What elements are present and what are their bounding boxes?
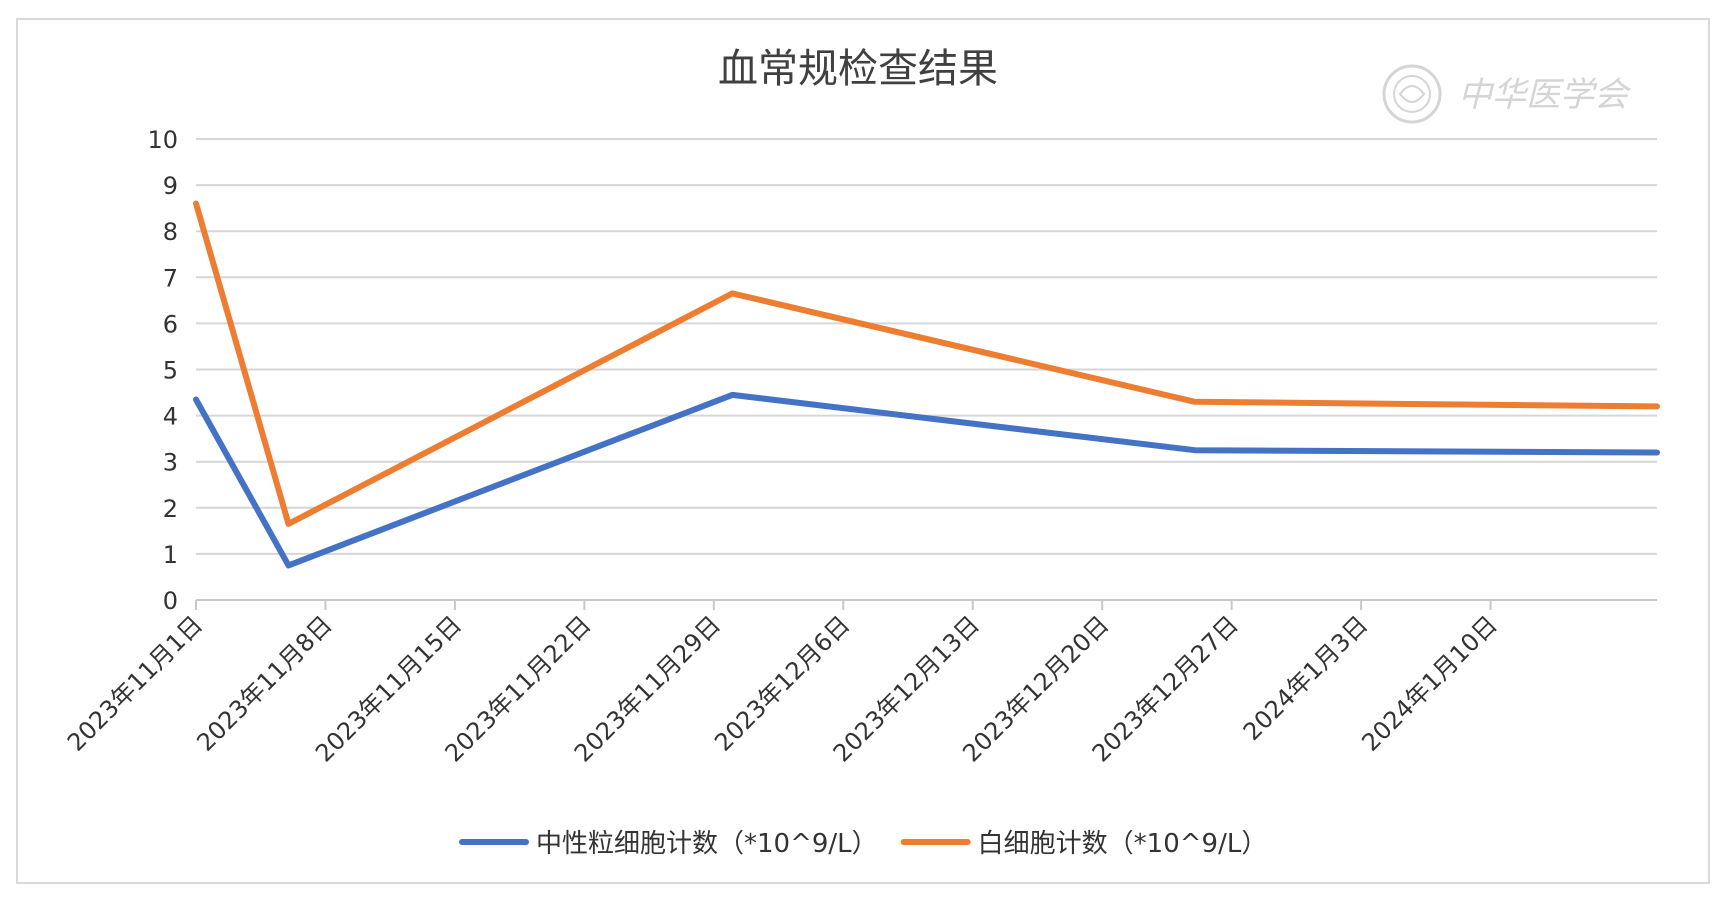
y-tick-label: 4 (163, 403, 178, 431)
y-tick-label: 7 (163, 264, 178, 292)
x-tick-label: 2023年11月1日 (62, 610, 208, 756)
x-axis: 2023年11月1日2023年11月8日2023年11月15日2023年11月2… (62, 599, 1657, 768)
legend: 中性粒细胞计数（*10^9/L） 白细胞计数（*10^9/L） (459, 829, 1268, 859)
x-tick-label: 2023年11月8日 (191, 610, 337, 756)
x-tick-label: 2024年1月3日 (1238, 610, 1373, 745)
series-line-2 (193, 200, 1660, 527)
y-tick-label: 9 (163, 172, 178, 200)
y-tick-label: 0 (163, 587, 178, 615)
series-lines (193, 200, 1660, 569)
chart-title: 血常规检查结果 (718, 46, 998, 92)
x-tick-label: 2023年12月6日 (709, 610, 855, 756)
series-line-1 (193, 391, 1660, 569)
y-tick-label: 6 (163, 310, 178, 338)
legend-label-1: 中性粒细胞计数（*10^9/L） (536, 829, 878, 859)
grid-lines (196, 138, 1657, 555)
y-tick-label: 8 (163, 218, 178, 246)
y-tick-label: 5 (163, 357, 178, 385)
y-tick-label: 2 (163, 495, 178, 523)
y-tick-label: 3 (163, 449, 178, 477)
watermark-text: 中华医学会 (1458, 75, 1632, 115)
x-tick-label: 2024年1月10日 (1357, 610, 1503, 756)
legend-label-2: 白细胞计数（*10^9/L） (978, 829, 1268, 859)
y-tick-label: 1 (163, 541, 178, 569)
y-tick-label: 10 (147, 126, 178, 154)
y-axis-ticks: 0 1 2 3 4 5 6 7 8 9 10 (147, 126, 178, 615)
watermark-logo: 中华医学会 (1382, 64, 1632, 124)
